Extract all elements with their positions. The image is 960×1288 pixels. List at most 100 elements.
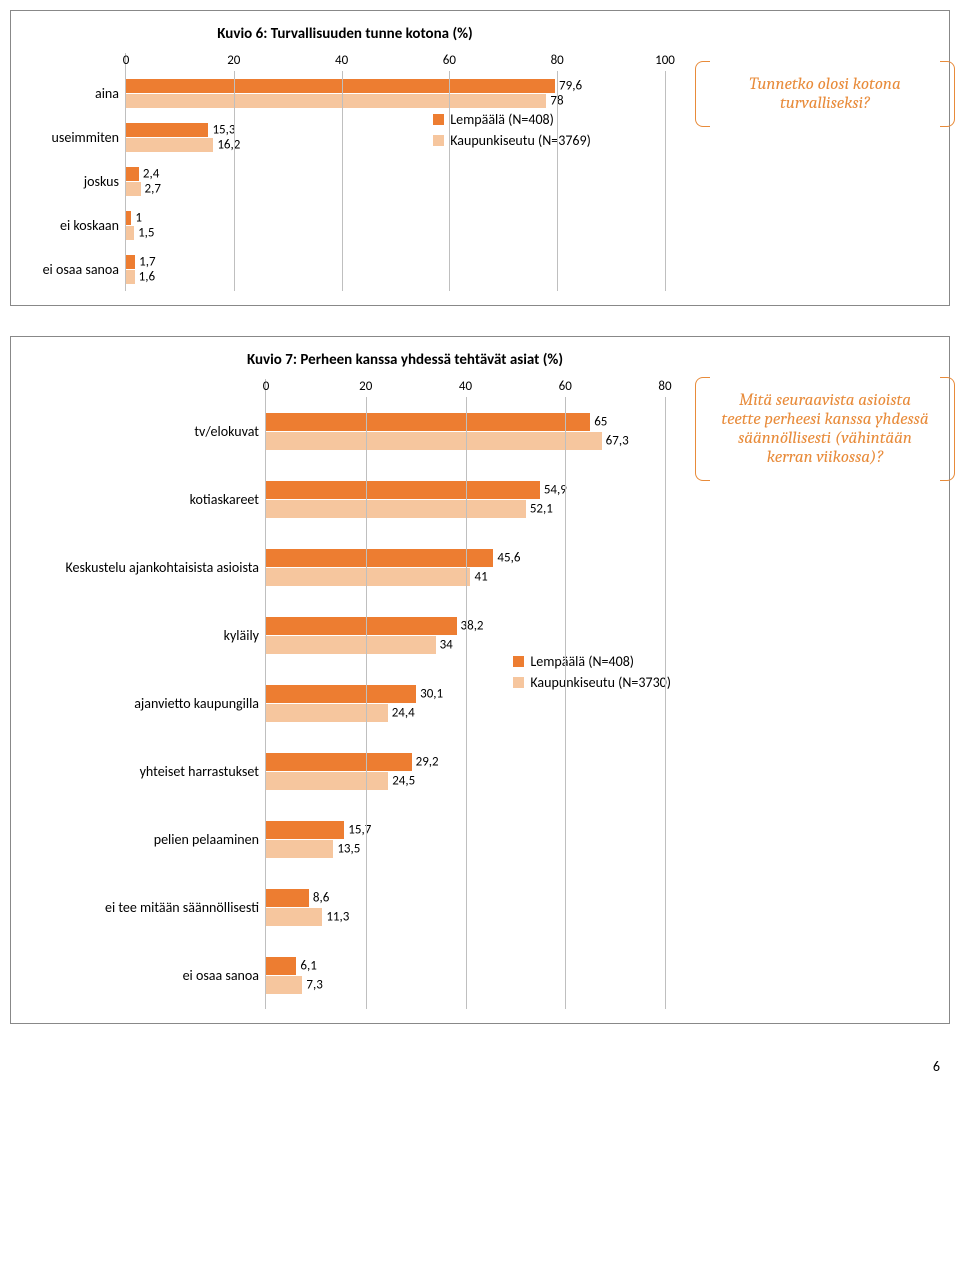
x-tick-label: 80 <box>551 53 564 68</box>
category-label: tv/elokuvat <box>25 397 259 465</box>
bar-series2: 52,1 <box>266 500 526 518</box>
chart1-row: Kuvio 6: Turvallisuuden tunne kotona (%)… <box>25 21 935 291</box>
chart1-title: Kuvio 6: Turvallisuuden tunne kotona (%) <box>25 25 665 43</box>
category-label: ei osaa sanoa <box>25 941 259 1009</box>
x-tick-label: 60 <box>559 379 572 394</box>
gridline <box>366 397 367 1009</box>
bar-series1: 38,2 <box>266 617 457 635</box>
bar-series1: 65 <box>266 413 590 431</box>
chart1-category-labels: ainauseimmitenjoskusei koskaanei osaa sa… <box>25 53 125 291</box>
bar-series2: 11,3 <box>266 908 322 926</box>
chart1-wrap: Kuvio 6: Turvallisuuden tunne kotona (%)… <box>25 21 665 291</box>
bar-series1: 2,4 <box>126 167 139 181</box>
bar-value-label: 38,2 <box>457 618 484 633</box>
legend-item: Kaupunkiseutu (N=3769) <box>433 132 591 149</box>
chart2-wrap: Kuvio 7: Perheen kanssa yhdessä tehtävät… <box>25 347 665 1009</box>
category-label: kyläily <box>25 601 259 669</box>
chart2-row: Kuvio 7: Perheen kanssa yhdessä tehtävät… <box>25 347 935 1009</box>
bar-value-label: 13,5 <box>333 841 360 856</box>
bar-value-label: 6,1 <box>296 958 316 973</box>
bar-value-label: 11,3 <box>322 909 349 924</box>
bar-value-label: 30,1 <box>416 686 443 701</box>
chart1-x-ticks: 020406080100 <box>126 53 665 71</box>
bar-value-label: 78 <box>546 93 563 108</box>
bar-value-label: 2,4 <box>139 166 159 181</box>
bar-value-label: 15,7 <box>344 822 371 837</box>
gridline <box>234 71 235 291</box>
chart2-category-labels: tv/elokuvatkotiaskareetKeskustelu ajanko… <box>25 379 265 1009</box>
category-label: ei osaa sanoa <box>25 247 119 291</box>
bar-value-label: 24,5 <box>388 773 415 788</box>
bar-series1: 29,2 <box>266 753 412 771</box>
bar-series2: 1,6 <box>126 270 135 284</box>
x-tick-label: 40 <box>459 379 472 394</box>
bar-value-label: 1,5 <box>134 225 154 240</box>
chart2-plot: 020406080 6567,354,952,145,64138,23430,1… <box>265 379 665 1009</box>
bar-value-label: 1,6 <box>135 269 155 284</box>
bar-series1: 54,9 <box>266 481 540 499</box>
x-tick-label: 40 <box>335 53 348 68</box>
bar-series1: 8,6 <box>266 889 309 907</box>
gridline <box>665 397 666 1009</box>
chart1-legend: Lempäälä (N=408) Kaupunkiseutu (N=3769) <box>433 107 591 153</box>
page-number: 6 <box>10 1054 950 1075</box>
bar-value-label: 45,6 <box>493 550 520 565</box>
legend-label: Lempäälä (N=408) <box>450 111 554 128</box>
bar-value-label: 15,3 <box>208 122 235 137</box>
x-tick-label: 20 <box>359 379 372 394</box>
x-tick-label: 0 <box>123 53 130 68</box>
bar-series1: 1,7 <box>126 255 135 269</box>
chart2-area: tv/elokuvatkotiaskareetKeskustelu ajanko… <box>25 379 665 1009</box>
category-label: aina <box>25 71 119 115</box>
bar-series1: 30,1 <box>266 685 416 703</box>
x-tick-label: 20 <box>227 53 240 68</box>
bar-value-label: 67,3 <box>602 433 629 448</box>
gridline <box>342 71 343 291</box>
bar-series1: 45,6 <box>266 549 493 567</box>
bar-series1: 79,6 <box>126 79 555 93</box>
category-label: ajanvietto kaupungilla <box>25 669 259 737</box>
bar-group: 1,71,6 <box>126 247 665 291</box>
gridline <box>466 397 467 1009</box>
legend-swatch <box>433 135 444 146</box>
legend-item: Lempäälä (N=408) <box>433 111 591 128</box>
bar-value-label: 54,9 <box>540 482 567 497</box>
bar-group: 2,42,7 <box>126 159 665 203</box>
bar-series1: 15,3 <box>126 123 208 137</box>
chart1-bars: 79,67815,316,22,42,711,51,71,6 <box>126 71 665 291</box>
category-label: kotiaskareet <box>25 465 259 533</box>
chart2-x-ticks: 020406080 <box>266 379 665 397</box>
bar-group: 11,5 <box>126 203 665 247</box>
category-label: yhteiset harrastukset <box>25 737 259 805</box>
bar-value-label: 1 <box>131 210 142 225</box>
chart2-panel: Kuvio 7: Perheen kanssa yhdessä tehtävät… <box>10 336 950 1024</box>
bar-series1: 15,7 <box>266 821 344 839</box>
bar-series2: 24,4 <box>266 704 388 722</box>
bar-value-label: 7,3 <box>302 977 322 992</box>
legend-swatch <box>513 677 524 688</box>
gridline <box>565 397 566 1009</box>
bar-value-label: 1,7 <box>135 254 155 269</box>
category-label: joskus <box>25 159 119 203</box>
bar-series2: 7,3 <box>266 976 302 994</box>
legend-swatch <box>513 656 524 667</box>
category-label: useimmiten <box>25 115 119 159</box>
category-label: pelien pelaaminen <box>25 805 259 873</box>
legend-swatch <box>433 114 444 125</box>
bar-series2: 78 <box>126 94 546 108</box>
category-label: Keskustelu ajankohtaisista asioista <box>25 533 259 601</box>
x-tick-label: 100 <box>655 53 675 68</box>
gridline <box>557 71 558 291</box>
legend-label: Kaupunkiseutu (N=3730) <box>530 674 671 691</box>
category-label: ei koskaan <box>25 203 119 247</box>
bar-value-label: 29,2 <box>412 754 439 769</box>
bar-series1: 6,1 <box>266 957 296 975</box>
category-label: ei tee mitään säännöllisesti <box>25 873 259 941</box>
legend-item: Kaupunkiseutu (N=3730) <box>513 674 671 691</box>
chart2-title: Kuvio 7: Perheen kanssa yhdessä tehtävät… <box>25 351 665 369</box>
legend-label: Lempäälä (N=408) <box>530 653 634 670</box>
bar-value-label: 41 <box>470 569 487 584</box>
chart1-plot: 020406080100 79,67815,316,22,42,711,51,7… <box>125 53 665 291</box>
bar-series2: 13,5 <box>266 840 333 858</box>
bar-value-label: 24,4 <box>388 705 415 720</box>
